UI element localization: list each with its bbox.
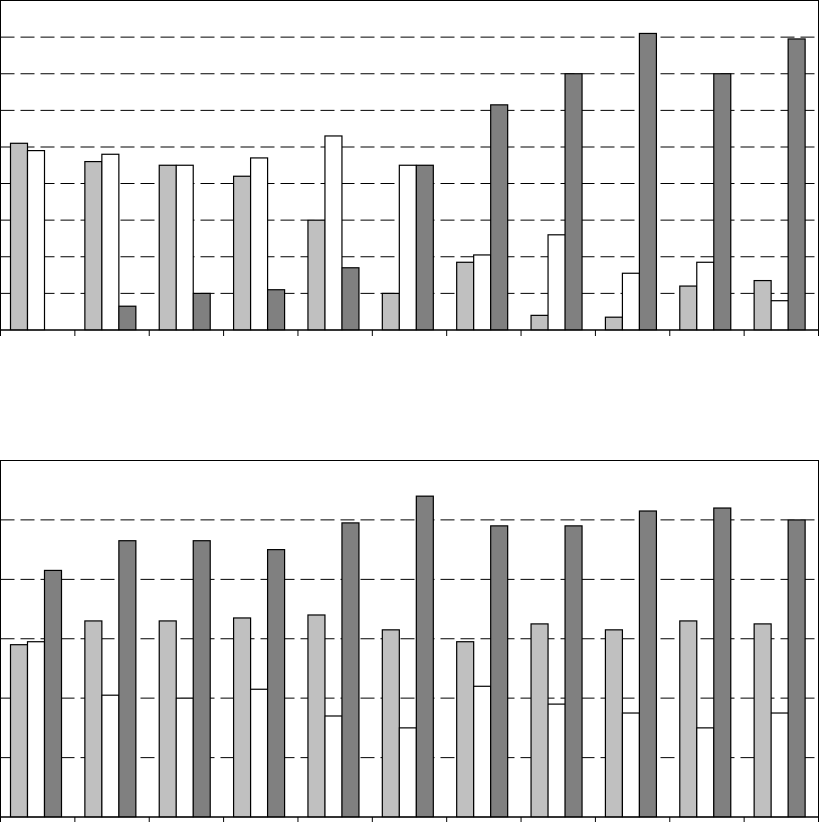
bar	[621, 272, 641, 331]
bar	[84, 620, 103, 818]
bar	[679, 285, 698, 331]
bar	[415, 164, 434, 331]
bar	[398, 727, 417, 818]
bar	[490, 104, 509, 331]
bar	[530, 623, 549, 818]
bar	[456, 641, 475, 818]
bar	[713, 73, 732, 331]
bar	[232, 617, 252, 818]
bar	[787, 519, 806, 818]
bar	[604, 629, 624, 818]
bar	[341, 267, 360, 331]
bar	[249, 157, 269, 331]
bar	[381, 629, 400, 818]
bar	[473, 685, 492, 818]
bar	[307, 219, 326, 331]
bar	[175, 164, 194, 331]
bar	[770, 300, 789, 331]
bar	[713, 507, 732, 818]
bar	[266, 549, 286, 818]
bar	[118, 540, 137, 818]
bar	[26, 641, 46, 818]
bar	[43, 569, 63, 818]
bar	[307, 614, 326, 818]
bar	[621, 712, 641, 818]
bar	[324, 715, 343, 818]
bar	[770, 712, 789, 818]
bar	[753, 623, 772, 818]
bar	[9, 142, 29, 331]
bar	[324, 135, 343, 331]
bar	[158, 620, 177, 818]
bar	[490, 525, 509, 818]
bar	[638, 32, 658, 331]
bar	[381, 292, 400, 331]
bar	[473, 254, 492, 331]
bar	[232, 175, 252, 331]
bar	[787, 38, 806, 331]
bar	[192, 292, 211, 331]
bar	[564, 525, 583, 818]
bar	[696, 261, 715, 331]
bar	[118, 305, 137, 331]
bar	[753, 279, 772, 331]
bar	[638, 510, 658, 818]
bar	[341, 522, 360, 818]
bar	[158, 164, 177, 331]
bar	[564, 73, 583, 331]
bar	[249, 688, 269, 818]
bar	[266, 289, 286, 331]
bar	[456, 261, 475, 331]
bar	[9, 644, 29, 818]
bar	[101, 153, 120, 331]
bar	[398, 164, 417, 331]
bar	[26, 150, 46, 331]
bar	[547, 234, 566, 331]
bar	[415, 495, 434, 818]
bar	[530, 314, 549, 331]
bar	[192, 540, 211, 818]
bar	[101, 694, 120, 818]
bar	[84, 160, 103, 331]
bar	[175, 697, 194, 818]
bar	[679, 620, 698, 818]
bar	[547, 703, 566, 818]
bar	[696, 727, 715, 818]
bar	[604, 316, 624, 331]
